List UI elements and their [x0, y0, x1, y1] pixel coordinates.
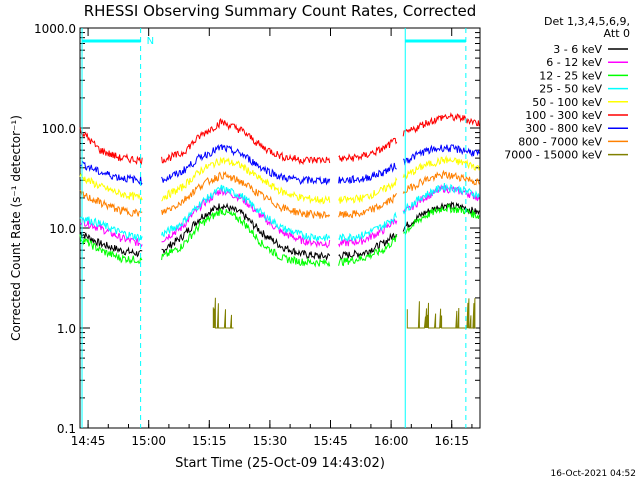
- y-tick-label: 10.0: [49, 222, 76, 236]
- flag-1: [404, 28, 467, 428]
- legend-label: 25 - 50 keV: [539, 83, 602, 96]
- series-1: [80, 184, 480, 249]
- x-tick-label: 15:15: [192, 434, 227, 448]
- legend-label: 3 - 6 keV: [553, 43, 602, 56]
- series-4: [79, 154, 480, 205]
- series-line: [406, 298, 476, 329]
- series-8: [212, 297, 476, 329]
- y-axis-label: Corrected Count Rate (s⁻¹ detector⁻¹): [9, 115, 23, 341]
- series-2: [79, 203, 480, 268]
- legend-header-line-2: Att 0: [604, 27, 630, 40]
- x-axis-label: Start Time (25-Oct-09 14:43:02): [175, 456, 385, 471]
- legend-label: 100 - 300 keV: [525, 109, 602, 122]
- chart-title: RHESSI Observing Summary Count Rates, Co…: [84, 2, 477, 20]
- series-line: [79, 111, 480, 166]
- series-line: [79, 169, 480, 220]
- series-line: [79, 182, 480, 243]
- footer-date: 16-Oct-2021 04:52: [551, 469, 636, 479]
- x-tick-label: 15:45: [313, 434, 348, 448]
- series-line: [79, 154, 480, 205]
- x-tick-label: 16:00: [374, 434, 409, 448]
- legend-label: 12 - 25 keV: [539, 69, 602, 82]
- legend-label: 7000 - 15000 keV: [504, 149, 602, 162]
- y-tick-label: 1.0: [57, 322, 76, 336]
- y-tick-label: 100.0: [42, 122, 76, 136]
- x-tick-label: 15:00: [131, 434, 166, 448]
- flag-label: N: [147, 36, 154, 47]
- series-3: [79, 182, 480, 243]
- legend-label: 800 - 7000 keV: [518, 135, 602, 148]
- legend-label: 300 - 800 keV: [525, 122, 602, 135]
- x-tick-label: 14:45: [71, 434, 106, 448]
- x-tick-label: 15:30: [253, 434, 288, 448]
- series-6: [79, 144, 480, 186]
- y-tick-label: 0.1: [57, 422, 76, 436]
- series-0: [79, 201, 480, 262]
- legend-label: 50 - 100 keV: [532, 96, 602, 109]
- series-7: [79, 169, 480, 220]
- series-line: [79, 203, 480, 268]
- series-line: [212, 297, 234, 329]
- series-line: [80, 184, 480, 249]
- series-5: [79, 111, 480, 166]
- flag-0: N: [81, 28, 154, 428]
- series-line: [79, 201, 480, 262]
- series-line: [79, 144, 480, 186]
- y-tick-label: 1000.0: [34, 22, 76, 36]
- x-tick-label: 16:15: [434, 434, 469, 448]
- legend-header-line-1: Det 1,3,4,5,6,9,: [544, 15, 630, 28]
- legend-label: 6 - 12 keV: [546, 56, 602, 69]
